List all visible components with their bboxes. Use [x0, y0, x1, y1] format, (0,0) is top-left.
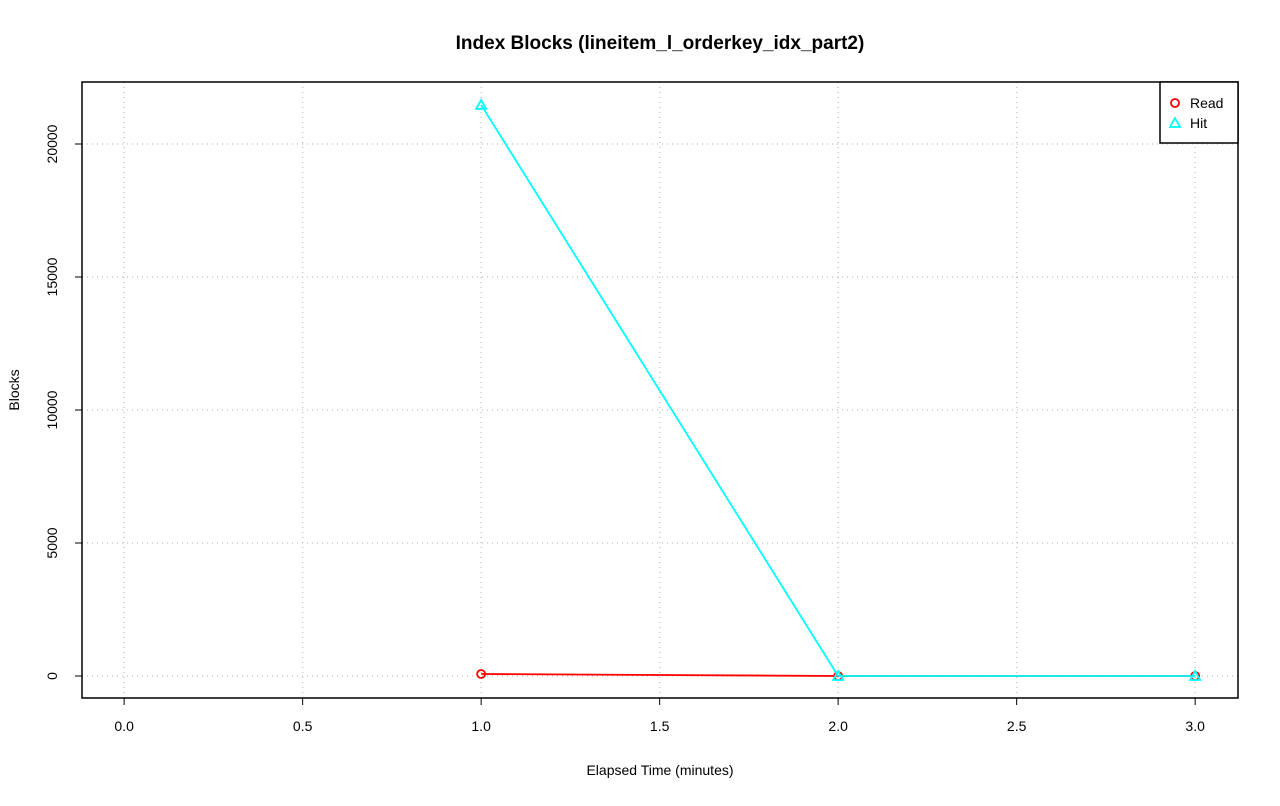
data-point	[476, 669, 487, 679]
y-tick-label: 5000	[44, 527, 60, 558]
data-point	[831, 669, 845, 681]
x-tick-label: 0.0	[114, 718, 134, 734]
legend-box	[1159, 81, 1239, 144]
y-tick-label: 15000	[44, 257, 60, 296]
x-tick-label: 0.5	[293, 718, 313, 734]
legend-marker	[1168, 116, 1182, 128]
x-axis-label: Elapsed Time (minutes)	[586, 762, 733, 778]
legend-label: Read	[1190, 95, 1223, 111]
plot-frame	[81, 81, 1239, 699]
series-line	[480, 104, 1196, 677]
y-axis-label: Blocks	[6, 369, 22, 410]
x-tick-label: 1.0	[471, 718, 491, 734]
chart-title: Index Blocks (lineitem_l_orderkey_idx_pa…	[456, 33, 865, 54]
legend-marker	[1170, 98, 1180, 108]
x-tick-label: 2.0	[828, 718, 848, 734]
x-tick-label: 3.0	[1185, 718, 1205, 734]
x-tick-label: 1.5	[650, 718, 670, 734]
y-tick-label: 20000	[44, 124, 60, 163]
y-tick-label: 0	[44, 672, 60, 680]
legend-label: Hit	[1190, 115, 1207, 131]
data-point	[1188, 669, 1202, 681]
y-tick-label: 10000	[44, 390, 60, 429]
data-point	[474, 98, 488, 110]
x-tick-label: 2.5	[1007, 718, 1027, 734]
